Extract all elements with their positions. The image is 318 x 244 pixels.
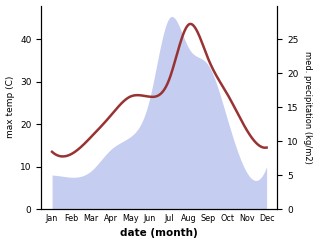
X-axis label: date (month): date (month) [121,228,198,238]
Y-axis label: max temp (C): max temp (C) [5,76,15,139]
Y-axis label: med. precipitation (kg/m2): med. precipitation (kg/m2) [303,51,313,164]
